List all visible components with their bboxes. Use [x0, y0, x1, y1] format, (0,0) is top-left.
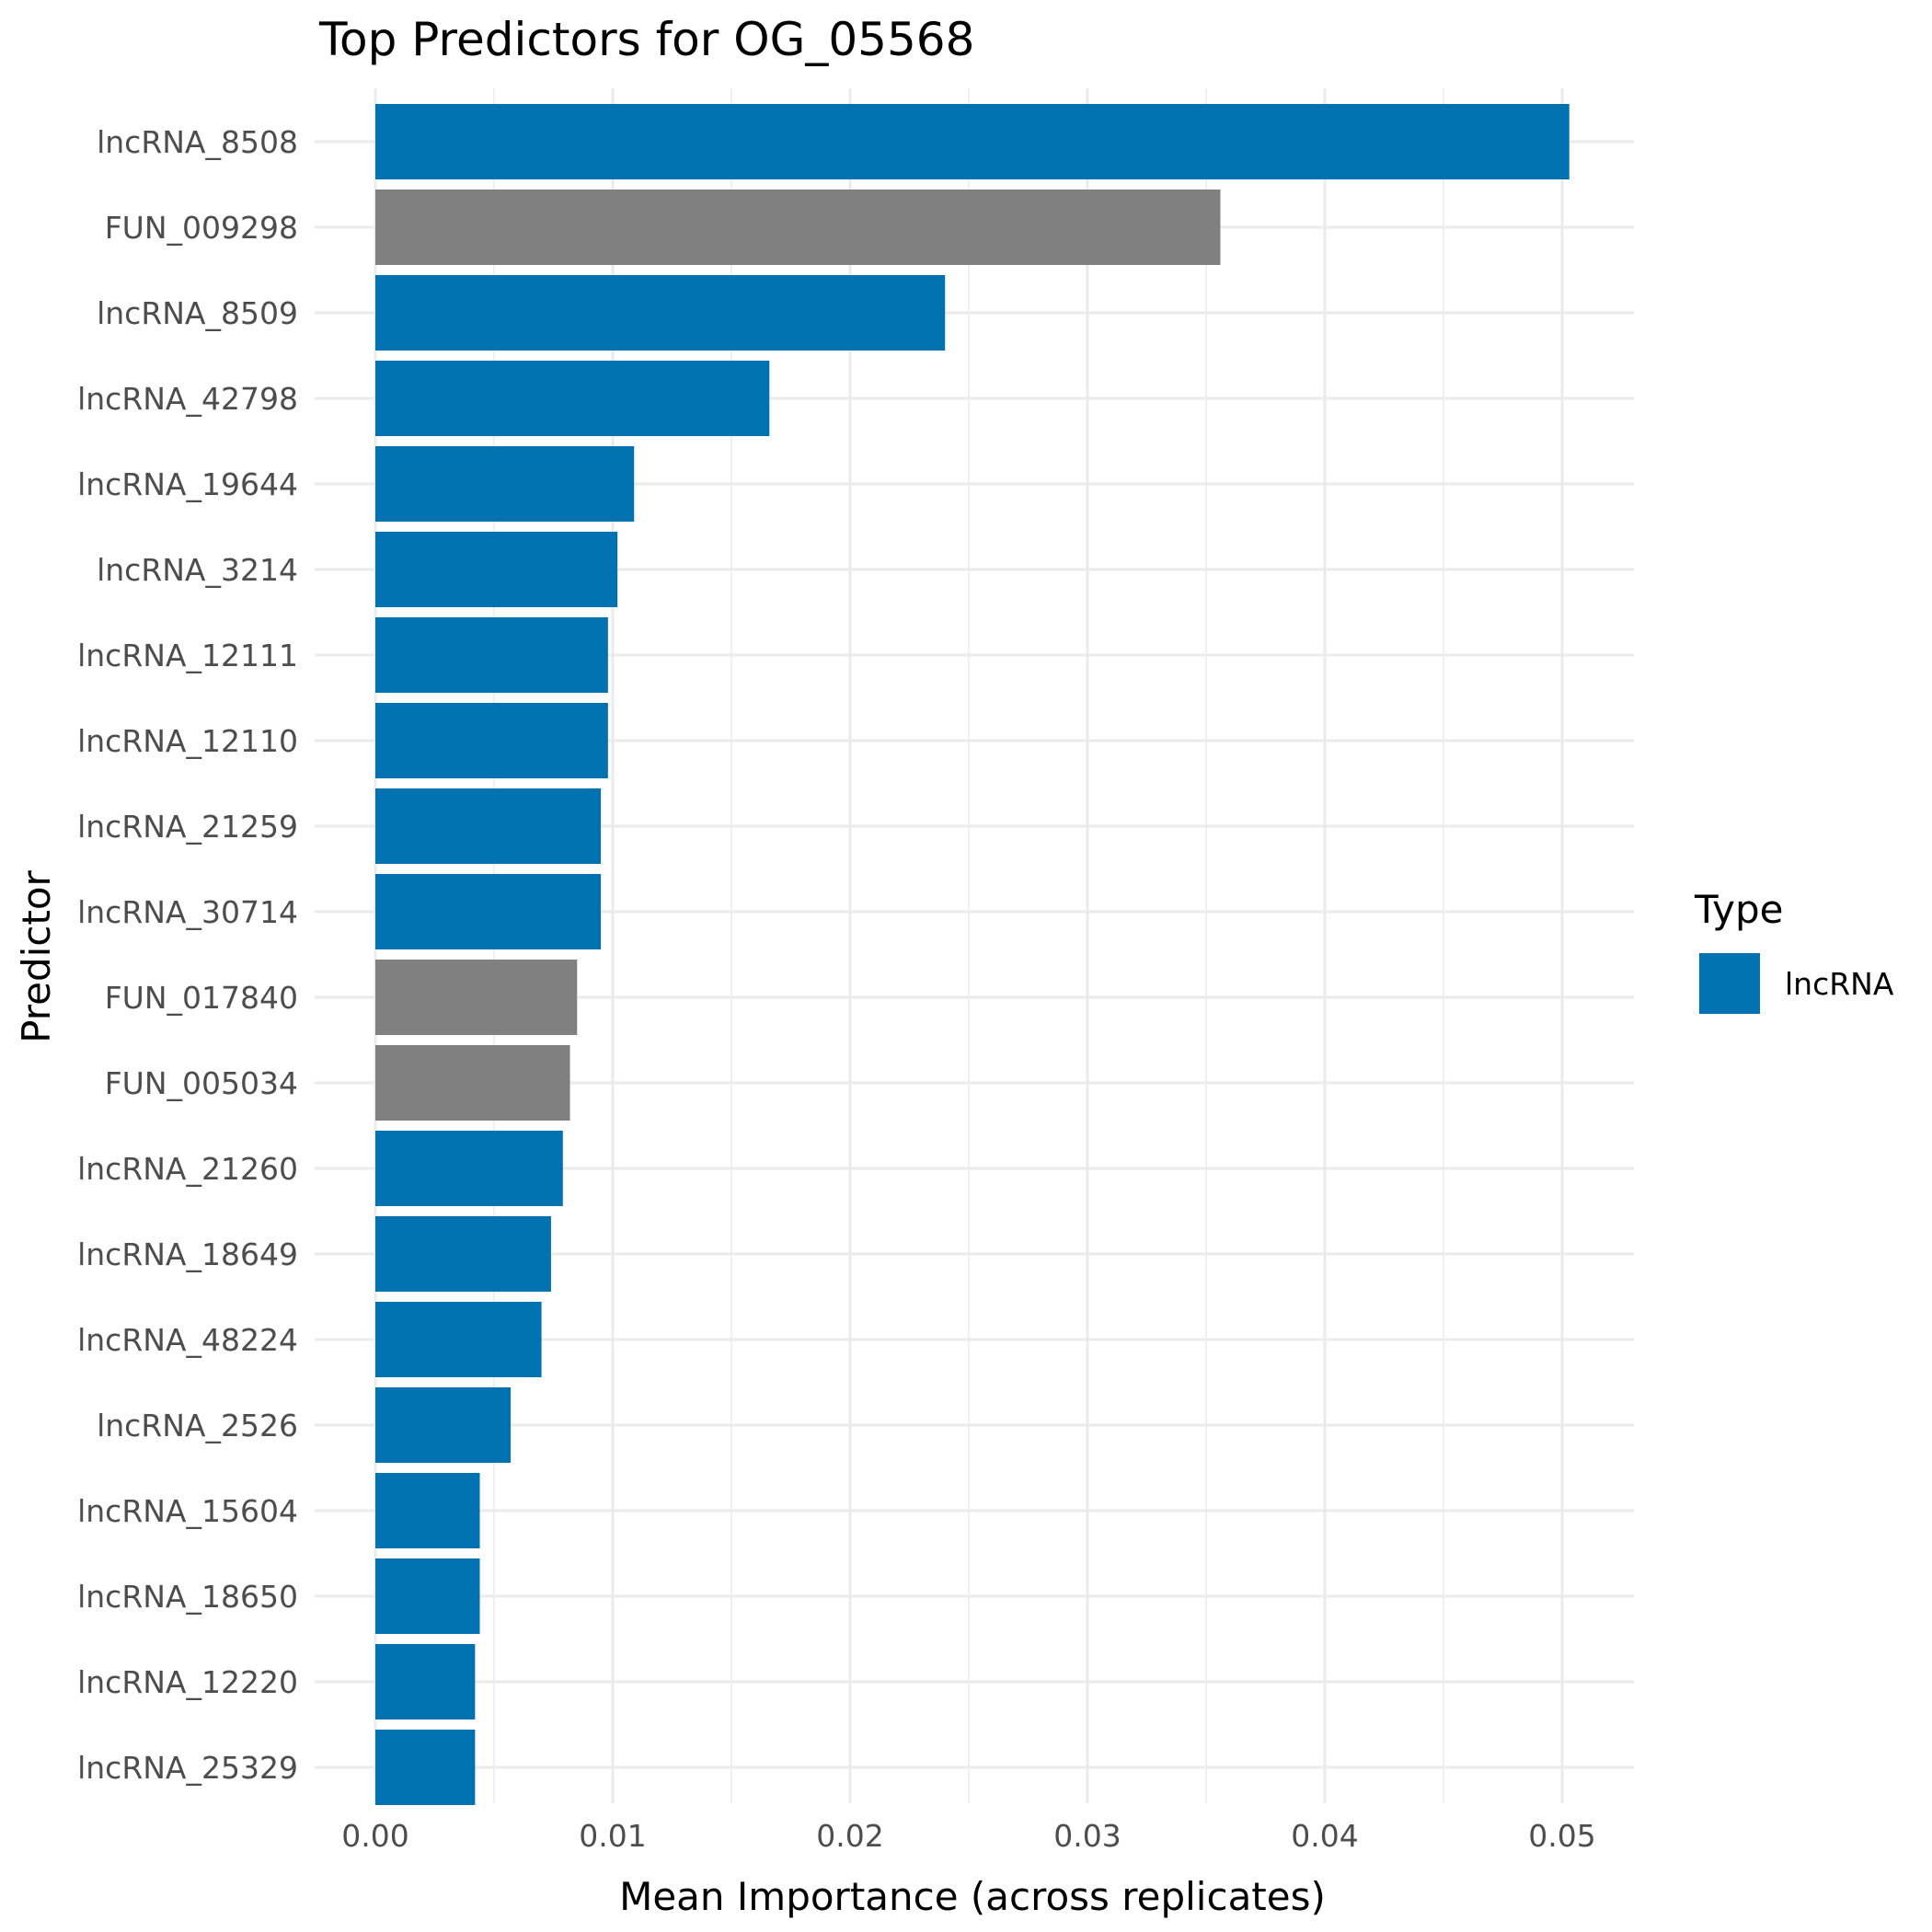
bars — [375, 104, 1570, 1805]
category-label: lncRNA_48224 — [77, 1322, 298, 1358]
x-tick-label: 0.03 — [1053, 1818, 1121, 1854]
bar-lncrna-42798 — [375, 361, 770, 436]
category-label: lncRNA_21260 — [77, 1151, 298, 1187]
category-label: lncRNA_15604 — [77, 1493, 298, 1529]
category-label: lncRNA_8508 — [97, 124, 298, 160]
bar-lncrna-12111 — [375, 617, 608, 693]
bar-fun-017840 — [375, 960, 578, 1035]
category-label: lncRNA_42798 — [77, 381, 298, 417]
category-label: lncRNA_18650 — [77, 1579, 298, 1615]
legend: Type lncRNA — [1694, 887, 1894, 1014]
category-label: lncRNA_30714 — [77, 894, 298, 930]
bar-lncrna-21259 — [375, 788, 602, 864]
category-label: lncRNA_21259 — [77, 809, 298, 845]
category-label: lncRNA_25329 — [77, 1750, 298, 1786]
bar-lncrna-21260 — [375, 1131, 563, 1206]
x-tick-label: 0.01 — [579, 1818, 646, 1854]
bar-lncrna-3214 — [375, 532, 618, 607]
y-axis-title: Predictor — [14, 869, 59, 1042]
category-label: lncRNA_19644 — [77, 466, 298, 502]
bar-lncrna-30714 — [375, 874, 602, 949]
category-label: lncRNA_12220 — [77, 1664, 298, 1700]
bar-lncrna-15604 — [375, 1473, 480, 1548]
category-label: lncRNA_18649 — [77, 1236, 298, 1272]
category-label: lncRNA_2526 — [97, 1408, 298, 1443]
chart-title: Top Predictors for OG_05568 — [318, 13, 974, 66]
bar-lncrna-12110 — [375, 703, 608, 778]
legend-label-lncrna: lncRNA — [1785, 966, 1894, 1002]
x-tick-labels: 0.00 0.01 0.02 0.03 0.04 0.05 — [341, 1818, 1595, 1854]
category-label: FUN_009298 — [105, 210, 298, 246]
x-tick-label: 0.00 — [341, 1818, 408, 1854]
category-label: lncRNA_3214 — [97, 552, 298, 588]
category-label: lncRNA_12111 — [77, 638, 298, 673]
bar-lncrna-18650 — [375, 1558, 480, 1634]
legend-title: Type — [1694, 887, 1783, 932]
category-label: lncRNA_8509 — [97, 295, 298, 331]
bar-fun-009298 — [375, 190, 1221, 265]
bar-lncrna-8509 — [375, 275, 946, 351]
category-label: FUN_005034 — [105, 1065, 298, 1101]
bar-lncrna-2526 — [375, 1387, 512, 1463]
category-labels: lncRNA_8508 FUN_009298 lncRNA_8509 lncRNA_4… — [77, 124, 298, 1786]
bar-lncrna-19644 — [375, 446, 635, 522]
category-label: lncRNA_12110 — [77, 723, 298, 759]
category-label: FUN_017840 — [105, 980, 298, 1016]
x-axis-title: Mean Importance (across replicates) — [619, 1874, 1326, 1919]
bar-lncrna-18649 — [375, 1216, 551, 1292]
bar-lncrna-25329 — [375, 1730, 476, 1805]
bar-lncrna-12220 — [375, 1644, 476, 1719]
legend-swatch-lncrna — [1699, 953, 1760, 1014]
x-tick-label: 0.04 — [1291, 1818, 1358, 1854]
bar-lncrna-8508 — [375, 104, 1570, 179]
bar-fun-005034 — [375, 1045, 570, 1121]
x-tick-label: 0.05 — [1528, 1818, 1595, 1854]
x-tick-label: 0.02 — [816, 1818, 883, 1854]
bar-lncrna-48224 — [375, 1302, 542, 1377]
